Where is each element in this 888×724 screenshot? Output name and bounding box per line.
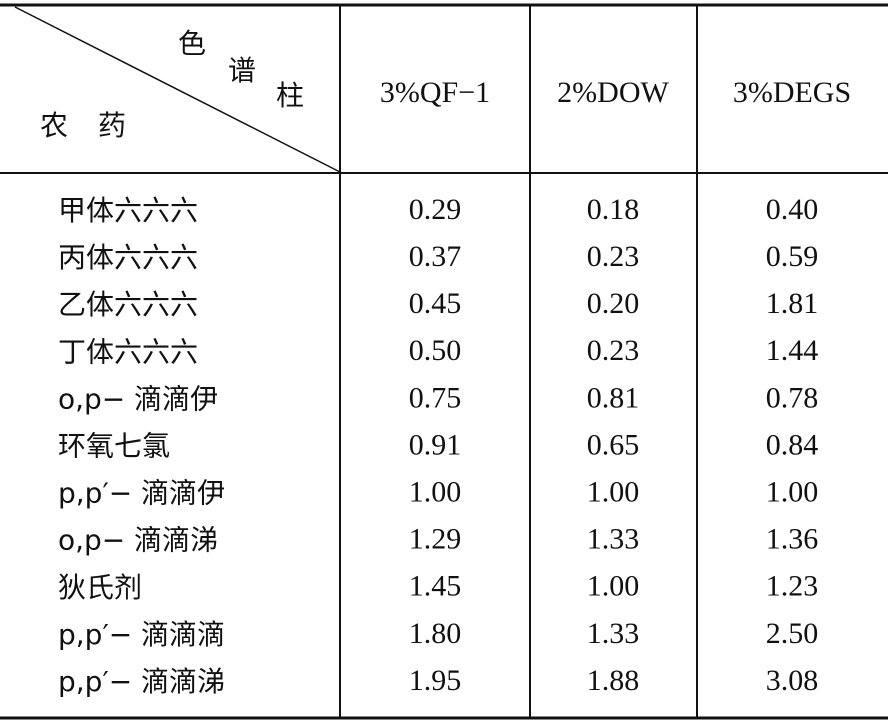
column-header: 3%DEGS <box>733 76 851 109</box>
cell-value: 0.50 <box>409 334 462 367</box>
row-label: p,p′− 滴滴滴 <box>58 618 225 651</box>
cell-value: 0.59 <box>766 240 819 273</box>
cell-value: 1.29 <box>409 523 462 556</box>
row-label: p,p′− 滴滴涕 <box>58 665 225 698</box>
cell-value: 0.65 <box>587 428 640 461</box>
column-header-char: 色 <box>178 27 206 60</box>
cell-value: 0.37 <box>409 240 462 273</box>
cell-value: 0.18 <box>587 193 640 226</box>
cell-value: 0.23 <box>587 240 640 273</box>
cell-value: 0.29 <box>409 193 462 226</box>
cell-value: 0.84 <box>766 428 819 461</box>
cell-value: 1.88 <box>587 664 640 697</box>
row-label: o,p− 滴滴伊 <box>58 382 218 415</box>
row-label: 甲体六六六 <box>58 194 198 227</box>
cell-value: 1.81 <box>766 287 819 320</box>
cell-value: 0.91 <box>409 428 462 461</box>
row-label: 丁体六六六 <box>58 335 198 368</box>
cell-value: 1.00 <box>587 475 640 508</box>
column-header: 2%DOW <box>557 76 669 109</box>
column-header-char: 柱 <box>276 79 304 112</box>
cell-value: 1.80 <box>409 617 462 650</box>
cell-value: 1.44 <box>766 334 819 367</box>
row-label: 丙体六六六 <box>58 241 198 274</box>
row-label: 环氧七氯 <box>58 430 170 463</box>
cell-value: 3.08 <box>766 664 819 697</box>
corner-diagonal <box>14 6 341 173</box>
cell-value: 1.36 <box>766 523 819 556</box>
cell-value: 0.75 <box>409 381 462 414</box>
row-header: 农药 <box>40 109 156 142</box>
cell-value: 0.40 <box>766 193 819 226</box>
cell-value: 1.33 <box>587 523 640 556</box>
row-label: o,p− 滴滴涕 <box>58 524 218 557</box>
cell-value: 1.33 <box>587 617 640 650</box>
row-label: 狄氏剂 <box>58 571 142 604</box>
cell-value: 2.50 <box>766 617 819 650</box>
cell-value: 0.23 <box>587 334 640 367</box>
cell-value: 1.45 <box>409 570 462 603</box>
row-label: p,p′− 滴滴伊 <box>58 477 225 510</box>
cell-value: 0.81 <box>587 381 640 414</box>
cell-value: 1.95 <box>409 664 462 697</box>
cell-value: 0.45 <box>409 287 462 320</box>
cell-value: 1.00 <box>409 475 462 508</box>
cell-value: 1.00 <box>587 570 640 603</box>
cell-value: 1.23 <box>766 570 819 603</box>
column-header: 3%QF−1 <box>380 76 490 109</box>
cell-value: 1.00 <box>766 475 819 508</box>
cell-value: 0.78 <box>766 381 819 414</box>
cell-value: 0.20 <box>587 287 640 320</box>
row-label: 乙体六六六 <box>58 288 198 321</box>
column-header-char: 谱 <box>228 54 256 87</box>
